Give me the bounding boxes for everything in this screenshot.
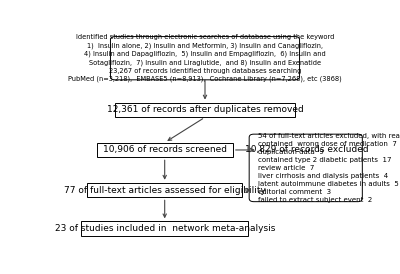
Text: 12,361 of records after duplicates removed: 12,361 of records after duplicates remov… <box>107 105 303 114</box>
FancyBboxPatch shape <box>81 221 248 236</box>
FancyBboxPatch shape <box>87 183 242 198</box>
Text: 77 of full-text articles assessed for eligibility: 77 of full-text articles assessed for el… <box>64 185 266 195</box>
Text: 10,906 of records screened: 10,906 of records screened <box>103 145 227 155</box>
Text: 23 of studies included in  network meta-analysis: 23 of studies included in network meta-a… <box>54 224 275 233</box>
FancyBboxPatch shape <box>96 142 233 157</box>
FancyBboxPatch shape <box>110 36 300 80</box>
FancyBboxPatch shape <box>258 142 357 157</box>
FancyBboxPatch shape <box>249 134 362 202</box>
FancyBboxPatch shape <box>115 102 295 117</box>
Text: 54 of full-text articles excluded, with reasons
contained  wrong dose of medicat: 54 of full-text articles excluded, with … <box>258 133 400 203</box>
Text: Identified studies through electronic searches of database using the keyword
1) : Identified studies through electronic se… <box>68 34 342 82</box>
Text: 10,829 of records excluded: 10,829 of records excluded <box>246 145 369 155</box>
